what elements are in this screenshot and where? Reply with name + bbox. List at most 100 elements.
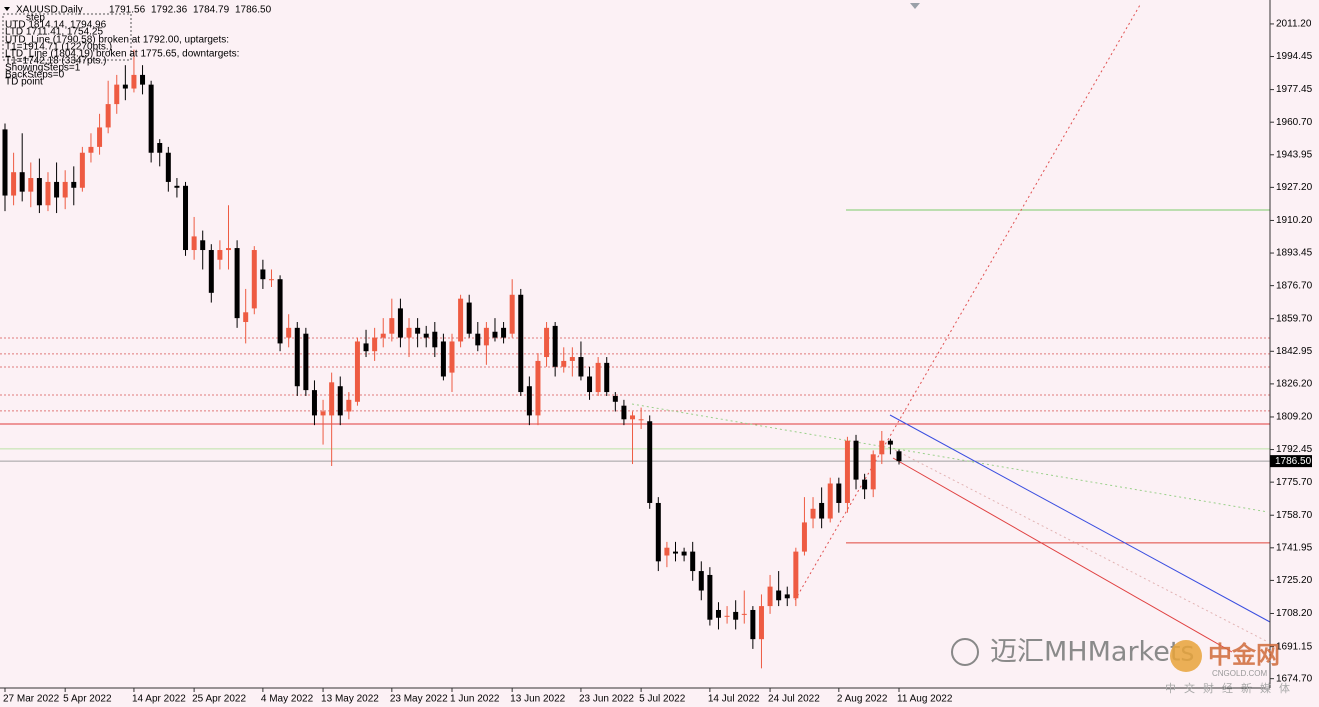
- trend-lines: [631, 4, 1271, 653]
- y-tick-label: 1842.95: [1276, 346, 1313, 357]
- y-tick-label: 1943.95: [1276, 149, 1313, 160]
- candle-body: [71, 181, 77, 188]
- y-tick-label: 1859.70: [1276, 313, 1313, 324]
- candle-body: [260, 269, 266, 280]
- header-open: 1791.56: [109, 5, 146, 16]
- candle-body: [612, 395, 618, 402]
- candle-body: [681, 551, 687, 556]
- candle-body: [741, 613, 747, 615]
- candle-body: [784, 594, 790, 599]
- y-tick-label: 1674.70: [1276, 673, 1313, 684]
- x-tick-label: 13 Jun 2022: [510, 694, 565, 705]
- candle-body: [311, 390, 317, 416]
- overlay-line: LTD_Line (1804.19) broken at 1775.65, do…: [5, 49, 239, 60]
- candle-body: [157, 143, 163, 153]
- candle-body: [234, 248, 240, 319]
- candle-body: [372, 337, 378, 352]
- candle-body: [758, 606, 764, 640]
- y-tick-label: 1691.15: [1276, 641, 1313, 652]
- candle-body: [277, 279, 283, 344]
- candle-body: [62, 181, 68, 198]
- candle-body: [870, 454, 876, 490]
- chart-title: XAUUSD,Daily: [16, 5, 83, 16]
- overlay-box: [2, 13, 132, 61]
- candle-body: [801, 522, 807, 552]
- candle-body: [492, 331, 498, 338]
- candle-body: [303, 333, 309, 391]
- candle-body: [819, 502, 825, 519]
- candle-body: [724, 615, 730, 617]
- candle-body: [28, 178, 34, 192]
- x-tick-label: 24 Jul 2022: [768, 694, 820, 705]
- y-axis-labels: 2011.20 1994.45 1977.45 1960.70 1943.95 1927.…: [1270, 19, 1313, 684]
- watermark-slogan: 中文财经新媒体: [1165, 681, 1298, 695]
- candle-body: [337, 386, 343, 416]
- candle-body: [97, 127, 103, 147]
- candle-body: [793, 551, 799, 599]
- candle-body: [673, 551, 678, 554]
- candle-body: [449, 341, 455, 373]
- collapse-icon: [4, 7, 10, 11]
- candle-body: [11, 172, 17, 196]
- candle-body: [561, 360, 567, 367]
- candle-body: [88, 146, 94, 153]
- candle-body: [226, 248, 231, 251]
- y-tick-label: 1775.70: [1276, 477, 1313, 488]
- overlay-line: UTD 1814.14, 1794.96: [5, 20, 107, 31]
- y-tick-label: 1725.20: [1276, 575, 1313, 586]
- candle-body: [320, 411, 326, 416]
- candle-body: [329, 382, 335, 416]
- header-close: 1786.50: [235, 5, 272, 16]
- watermark: 迈汇MHMarkets 中金网 CNGOLD.COM 中文财经新媒体: [951, 637, 1298, 695]
- candle-body: [604, 362, 610, 393]
- candle-body: [2, 129, 8, 196]
- overlay-line: UTD_Line (1790.58) broken at 1792.00, up…: [5, 35, 229, 46]
- candle-body: [526, 386, 532, 416]
- y-tick-label: 2011.20: [1276, 19, 1312, 30]
- candle-body: [406, 327, 412, 338]
- y-tick-label: 1741.95: [1276, 542, 1313, 553]
- y-tick-label: 1994.45: [1276, 51, 1313, 62]
- candle-body: [750, 609, 756, 640]
- y-tick-label: 1910.20: [1276, 215, 1313, 226]
- y-tick-label: 1977.45: [1276, 84, 1313, 95]
- x-tick-label: 5 Apr 2022: [63, 694, 112, 705]
- current-price-box: [1270, 455, 1312, 468]
- candle-body: [36, 178, 42, 206]
- y-tick-label: 1876.70: [1276, 280, 1313, 291]
- current-price-label: 1786.50: [1275, 456, 1312, 467]
- candle-body: [243, 312, 249, 323]
- candle-body: [698, 571, 704, 591]
- x-axis-labels: 27 Mar 2022 5 Apr 2022 14 Apr 2022 25 Apr 2…: [3, 688, 953, 705]
- candle-body: [346, 399, 352, 412]
- candle-body: [45, 181, 51, 206]
- y-tick-label: 1792.45: [1276, 444, 1313, 455]
- candle-body: [19, 172, 25, 192]
- candle-body: [251, 250, 257, 309]
- candle-body: [432, 331, 438, 348]
- header-low: 1784.79: [193, 5, 230, 16]
- watermark-brand: 迈汇MHMarkets: [990, 637, 1194, 668]
- candle-body: [389, 318, 395, 334]
- shift-marker: [910, 3, 920, 9]
- candle-body: [415, 327, 421, 334]
- trend-line: [889, 414, 1271, 623]
- x-tick-label: 14 Apr 2022: [132, 694, 186, 705]
- candle-body: [664, 547, 670, 556]
- candle-body: [509, 294, 515, 334]
- candle-body: [862, 479, 868, 490]
- overlay-line: T1=1914.71 (12270pts.): [5, 42, 112, 53]
- watermark-site: 中金网: [1208, 641, 1280, 669]
- candle-body: [638, 419, 644, 421]
- candle-body: [733, 611, 739, 620]
- candle-body: [879, 440, 885, 455]
- candle-body: [630, 415, 636, 420]
- y-tick-label: 1927.20: [1276, 182, 1313, 193]
- candle-body: [466, 302, 472, 334]
- x-tick-label: 23 Jun 2022: [579, 694, 634, 705]
- candle-body: [286, 327, 292, 338]
- candle-body: [887, 440, 893, 445]
- candle-body: [191, 236, 197, 251]
